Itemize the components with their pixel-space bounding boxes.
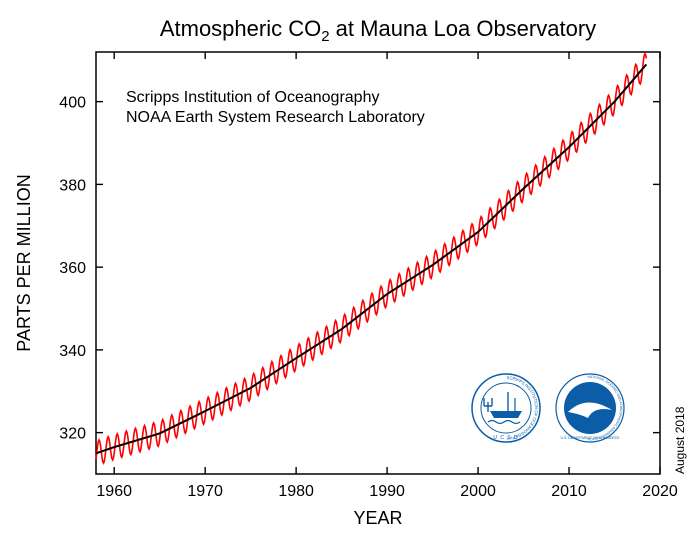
annotation-line-1: Scripps Institution of Oceanography	[126, 89, 379, 106]
svg-text:U C S D: U C S D	[493, 435, 518, 441]
y-tick-label: 380	[59, 177, 86, 194]
x-axis-label: YEAR	[353, 508, 402, 528]
svg-text:U.S. DEPARTMENT OF COMMERCE: U.S. DEPARTMENT OF COMMERCE	[560, 436, 620, 440]
x-tick-label: 1990	[369, 483, 405, 500]
co2-chart: 1960 1970 1980 1990 2000 2010 2020 320 340 360 38…	[0, 0, 694, 543]
annotation-line-2: NOAA Earth System Research Laboratory	[126, 109, 425, 126]
x-tick-label: 1980	[278, 483, 314, 500]
x-tick-label: 2020	[642, 483, 678, 500]
x-tick-label: 2010	[551, 483, 587, 500]
y-tick-label: 320	[59, 426, 86, 443]
y-tick-label: 360	[59, 260, 86, 277]
y-axis-label: PARTS PER MILLION	[14, 174, 34, 351]
date-label: August 2018	[673, 406, 687, 474]
x-tick-label: 1970	[187, 483, 223, 500]
noaa-logo-icon: NATIONAL OCEANIC AND ATMOSPHERIC ADMINIS…	[556, 374, 624, 442]
scripps-logo-icon: SCRIPPS INSTITUTION OF OCEANOGRAPHYU C S…	[472, 374, 540, 442]
y-tick-label: 340	[59, 343, 86, 360]
chart-title: Atmospheric CO2 at Mauna Loa Observatory	[160, 16, 596, 45]
x-tick-label: 2000	[460, 483, 496, 500]
x-tick-label: 1960	[96, 483, 132, 500]
y-tick-label: 400	[59, 95, 86, 112]
